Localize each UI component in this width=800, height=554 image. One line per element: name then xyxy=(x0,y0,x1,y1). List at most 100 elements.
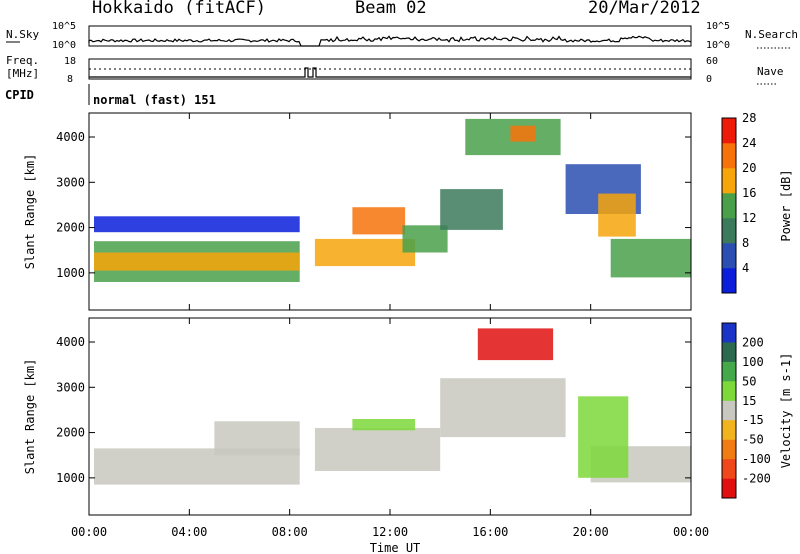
velocity-colorbar-tick-0: 200 xyxy=(742,335,764,349)
power-colorbar-swatch-3 xyxy=(722,193,736,219)
velocity-y-axis: 1000 2000 3000 4000 xyxy=(56,335,691,485)
station-title: Hokkaido (fitACF) xyxy=(92,0,266,18)
freq-right-tick-bottom: 0 xyxy=(706,74,712,85)
power-y-label: Slant Range [km] xyxy=(23,154,37,270)
xtick-label-1: 04:00 xyxy=(171,525,207,539)
cpid-label: CPID xyxy=(5,88,34,102)
noise-left-tick-bottom: 10^0 xyxy=(52,40,76,51)
velocity-y-label: Slant Range [km] xyxy=(23,359,37,475)
velocity-colorbar-tick-4: -15 xyxy=(742,413,764,427)
velocity-region-3 xyxy=(440,378,566,438)
xtick-label-4: 16:00 xyxy=(472,525,508,539)
velocity-colorbar-tick-6: -100 xyxy=(742,452,771,466)
power-colorbar-frame xyxy=(721,117,737,294)
xtick-label-5: 20:00 xyxy=(573,525,609,539)
cpid-value: normal (fast) 151 xyxy=(93,93,216,107)
velocity-region-4 xyxy=(477,328,554,361)
power-y-axis: 1000 2000 3000 4000 xyxy=(56,130,691,280)
velocity-colorbar-tick-7: -200 xyxy=(742,472,771,486)
xtick-label-6: 00:00 xyxy=(673,525,709,539)
power-colorbar-tick-2: 12 xyxy=(742,211,756,225)
freq-right-tick-top: 60 xyxy=(706,56,718,67)
velocity-colorbar-swatch-1 xyxy=(722,342,736,363)
freq-left-tick-top: 18 xyxy=(64,56,76,67)
velocity-data xyxy=(94,318,691,515)
power-region-4 xyxy=(352,207,406,235)
freq-trace xyxy=(89,67,691,78)
velocity-colorbar-tick-2: 50 xyxy=(742,374,756,388)
velocity-colorbar-swatch-5 xyxy=(722,420,736,440)
noise-frame xyxy=(88,25,692,47)
velocity-colorbar-swatch-4 xyxy=(722,400,736,421)
power-colorbar-tick-1: 8 xyxy=(742,236,749,250)
power-colorbar-swatch-6 xyxy=(722,118,736,144)
velocity-ytick-label-3: 4000 xyxy=(56,335,85,349)
power-region-6 xyxy=(440,189,503,230)
power-colorbar-swatch-1 xyxy=(722,243,736,269)
velocity-colorbar-swatch-8 xyxy=(722,478,736,499)
power-region-11 xyxy=(598,193,636,237)
nave-label: Nave xyxy=(757,65,784,78)
noise-right-tick-top: 10^5 xyxy=(706,21,730,32)
power-panel: 1000 2000 3000 4000 Slant Range [km] 4 8 12 16… xyxy=(23,111,793,311)
velocity-region-1 xyxy=(214,421,300,456)
velocity-region-7 xyxy=(352,419,416,431)
velocity-colorbar-swatch-7 xyxy=(722,459,736,479)
freq-left-label-2: [MHz] xyxy=(6,67,39,80)
power-colorbar-tick-3: 16 xyxy=(742,186,756,200)
velocity-colorbar-label: Velocity [m s-1] xyxy=(779,353,793,469)
velocity-colorbar-swatch-2 xyxy=(722,361,736,382)
velocity-colorbar-swatch-0 xyxy=(722,323,736,343)
noise-panel: N.Sky 10^5 10^0 10^5 10^0 N.Search xyxy=(6,21,798,51)
freq-left-label-1: Freq. xyxy=(6,54,39,67)
cpid-panel: CPID normal (fast) 151 xyxy=(5,84,216,107)
xtick-label-3: 12:00 xyxy=(372,525,408,539)
power-region-3 xyxy=(314,238,416,267)
power-colorbar-swatch-5 xyxy=(722,143,736,169)
noise-trace xyxy=(88,35,692,47)
velocity-colorbar-swatch-6 xyxy=(722,439,736,460)
xtick-label-0: 00:00 xyxy=(71,525,107,539)
power-ytick-label-0: 1000 xyxy=(56,266,85,280)
power-data xyxy=(94,113,691,310)
velocity-colorbar-frame xyxy=(721,322,737,499)
velocity-colorbar-swatch-3 xyxy=(722,381,736,401)
velocity-region-2 xyxy=(314,428,441,471)
power-colorbar-tick-5: 24 xyxy=(742,136,756,150)
power-region-2 xyxy=(94,216,300,233)
date-title: 20/Mar/2012 xyxy=(588,0,701,18)
power-colorbar: 4 8 12 16 20 24 28 xyxy=(721,111,756,294)
power-colorbar-label: Power [dB] xyxy=(779,169,793,241)
power-ytick-label-1: 2000 xyxy=(56,221,85,235)
power-colorbar-swatch-0 xyxy=(722,268,736,294)
velocity-colorbar-tick-3: 15 xyxy=(742,394,756,408)
power-data-gap xyxy=(301,113,315,310)
velocity-colorbar: 200 100 50 15 -15 -50 -100 -200 xyxy=(721,322,771,499)
velocity-ytick-label-2: 3000 xyxy=(56,380,85,394)
power-colorbar-tick-6: 28 xyxy=(742,111,756,125)
xtick-label-2: 08:00 xyxy=(272,525,308,539)
x-axis-label: Time UT xyxy=(370,541,421,554)
power-region-1 xyxy=(94,252,300,271)
freq-left-tick-bottom: 8 xyxy=(67,74,73,85)
power-colorbar-tick-0: 4 xyxy=(742,261,749,275)
power-colorbar-swatch-4 xyxy=(722,168,736,194)
noise-left-tick-top: 10^5 xyxy=(52,21,76,32)
time-x-axis: 00:00 04:00 08:00 12:00 16:00 20:00 00:00 xyxy=(71,113,709,539)
noise-right-label: N.Search xyxy=(745,28,798,41)
velocity-colorbar-tick-5: -50 xyxy=(742,433,764,447)
power-colorbar-tick-4: 20 xyxy=(742,161,756,175)
power-ytick-label-2: 3000 xyxy=(56,175,85,189)
velocity-colorbar-tick-1: 100 xyxy=(742,355,764,369)
power-colorbar-swatch-2 xyxy=(722,218,736,244)
velocity-ytick-label-1: 2000 xyxy=(56,426,85,440)
noise-left-label: N.Sky xyxy=(6,28,39,41)
velocity-ytick-label-0: 1000 xyxy=(56,471,85,485)
velocity-region-6 xyxy=(578,396,629,478)
velocity-panel: 1000 2000 3000 4000 Slant Range [km] 200 100… xyxy=(23,317,793,516)
power-region-8 xyxy=(510,125,536,142)
noise-right-tick-bottom: 10^0 xyxy=(706,40,730,51)
power-ytick-label-3: 4000 xyxy=(56,130,85,144)
velocity-data-gap xyxy=(301,318,315,515)
